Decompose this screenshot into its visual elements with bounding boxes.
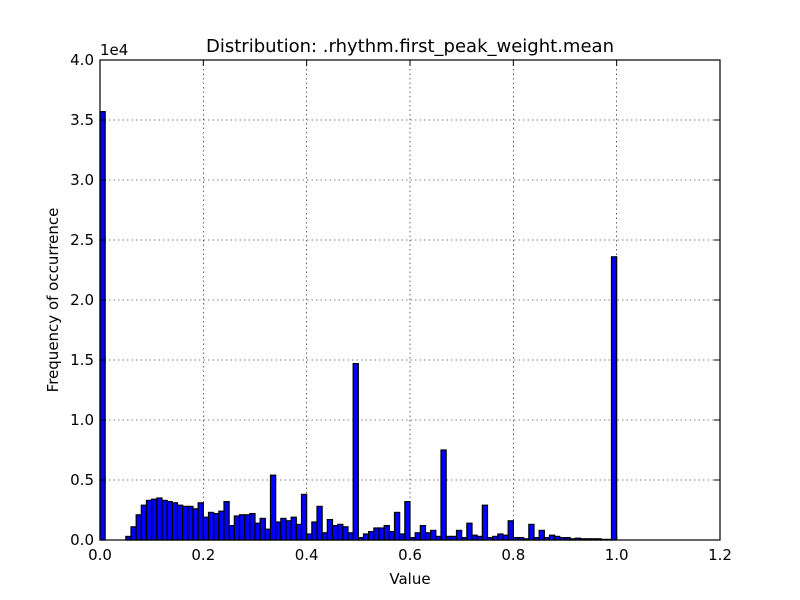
histogram-bar xyxy=(306,533,313,541)
x-tick-labels: 0.0 0.2 0.4 0.6 0.8 1.0 1.2 xyxy=(88,546,732,564)
x-axis-label: Value xyxy=(389,570,430,588)
histogram-bar xyxy=(502,534,509,541)
histogram-bar xyxy=(202,516,210,541)
histogram-bar xyxy=(254,522,261,541)
histogram-bar xyxy=(151,498,158,541)
y-tick-label: 0.0 xyxy=(70,531,94,549)
histogram-bar xyxy=(383,524,390,541)
histogram-bar xyxy=(311,521,318,541)
histogram-bar xyxy=(326,518,334,541)
histogram-bar xyxy=(218,510,225,541)
histogram-bar xyxy=(140,504,148,541)
x-tick-label: 0.2 xyxy=(191,546,215,564)
histogram-bar xyxy=(471,534,478,541)
histogram-bar xyxy=(430,529,437,541)
histogram-bar xyxy=(259,517,266,541)
histogram-bar xyxy=(440,449,447,541)
histogram-bar xyxy=(161,499,168,541)
x-tick-label: 0.6 xyxy=(398,546,422,564)
histogram-bar xyxy=(99,110,106,541)
histogram-bar xyxy=(368,530,375,541)
histogram-bar xyxy=(337,523,344,541)
histogram-bar xyxy=(548,534,556,541)
axis-ticks xyxy=(99,59,721,541)
histogram-bar xyxy=(197,502,204,541)
histogram-bar xyxy=(388,530,396,541)
histogram-bar xyxy=(244,514,251,541)
x-tick-label: 0.8 xyxy=(501,546,525,564)
y-axis-label: Frequency of occurrence xyxy=(44,208,62,393)
y-tick-label: 3.5 xyxy=(70,111,94,129)
histogram-bar xyxy=(182,505,189,541)
histogram-bar xyxy=(455,529,463,541)
histogram-bar xyxy=(331,524,339,541)
histogram-bar xyxy=(404,501,411,541)
histogram-bar xyxy=(352,363,359,541)
y-tick-label: 0.5 xyxy=(70,471,94,489)
histogram-bar xyxy=(290,516,297,541)
histogram-bar xyxy=(145,499,153,541)
histogram-bar xyxy=(207,511,215,541)
histogram-bar xyxy=(295,523,303,541)
histogram-bar xyxy=(238,514,246,541)
y-tick-label: 2.0 xyxy=(70,291,94,309)
x-tick-label: 1.0 xyxy=(605,546,629,564)
x-tick-label: 1.2 xyxy=(708,546,732,564)
histogram-bar xyxy=(342,526,349,541)
histogram-bar xyxy=(507,520,514,541)
histogram-bar xyxy=(228,524,235,541)
histogram-bar xyxy=(249,512,256,541)
histogram-bar xyxy=(538,529,545,541)
histogram-bar xyxy=(300,493,308,541)
histogram-bar xyxy=(223,501,230,541)
histogram-bar xyxy=(213,512,220,541)
histogram-bar xyxy=(135,514,142,541)
histogram-bar xyxy=(466,522,473,541)
histogram-bar xyxy=(233,515,241,541)
histogram-bar xyxy=(373,527,380,541)
histogram-bar xyxy=(192,508,199,541)
y-tick-labels: 0.0 0.5 1.0 1.5 2.0 2.5 3.0 3.5 4.0 xyxy=(70,51,94,549)
y-tick-label: 4.0 xyxy=(70,51,94,69)
histogram-bar xyxy=(285,520,292,541)
x-tick-label: 0.4 xyxy=(295,546,319,564)
x-tick-label: 0.0 xyxy=(88,546,112,564)
histogram-bar xyxy=(481,504,489,541)
histogram-bar xyxy=(264,528,272,541)
histogram-bar xyxy=(275,521,282,541)
y-tick-label: 1.0 xyxy=(70,411,94,429)
histogram-bar xyxy=(269,474,277,541)
histogram-bar xyxy=(378,527,385,541)
histogram-bar xyxy=(528,523,535,541)
histogram-bar xyxy=(497,533,504,541)
histogram-bar xyxy=(156,497,163,541)
histogram-bar xyxy=(130,526,137,541)
histogram-bar xyxy=(414,532,421,541)
chart-title: Distribution: .rhythm.first_peak_weight.… xyxy=(206,36,614,57)
y-tick-label: 2.5 xyxy=(70,231,94,249)
histogram-bar xyxy=(393,511,401,541)
histogram-bar xyxy=(280,517,287,541)
histogram-bar xyxy=(316,505,323,541)
histogram-bar xyxy=(424,532,432,541)
histogram-bar xyxy=(321,532,328,541)
y-tick-label: 1.5 xyxy=(70,351,94,369)
histogram-bar xyxy=(399,533,406,541)
histogram-bar xyxy=(610,256,618,541)
histogram-bar xyxy=(176,504,184,541)
histogram-bar xyxy=(362,533,370,541)
histogram-bar xyxy=(347,532,354,541)
histogram-bar xyxy=(187,505,194,541)
histogram-bar xyxy=(171,502,179,541)
histogram-bar xyxy=(166,501,173,541)
y-offset-label: 1e4 xyxy=(100,41,128,59)
y-tick-label: 3.0 xyxy=(70,171,94,189)
histogram-bar xyxy=(419,524,427,541)
